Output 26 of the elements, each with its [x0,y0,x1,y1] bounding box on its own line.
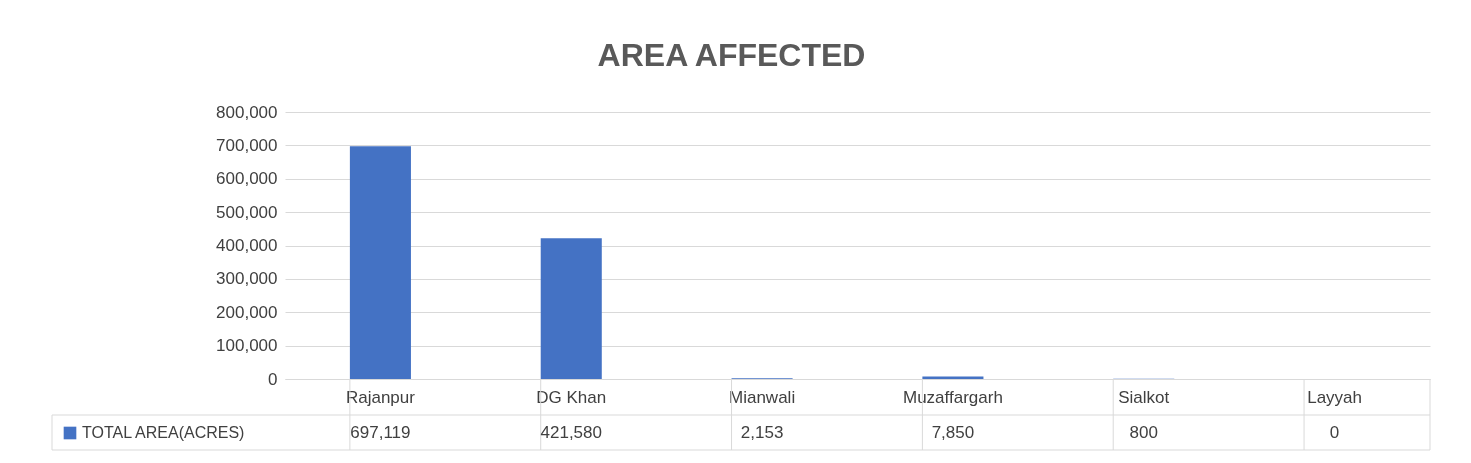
bar [922,376,984,379]
bar [349,146,411,379]
y-tick-label: 700,000 [216,135,278,155]
y-tick-label: 0 [268,369,278,389]
y-tick-label: 200,000 [216,302,278,322]
data-label: 0 [1329,422,1340,442]
data-label: 421,580 [540,422,602,442]
x-tick-label: Layyah [1307,387,1362,407]
y-tick-label: 600,000 [216,169,278,189]
y-tick-label: 500,000 [216,202,278,222]
data-label: 800 [1129,422,1158,442]
y-tick-label: 100,000 [216,336,278,356]
x-tick-label: DG Khan [536,387,607,407]
data-label: 2,153 [740,422,784,442]
y-tick-label: 300,000 [216,269,278,289]
bar [540,238,602,379]
x-tick-label: Sialkot [1118,387,1170,407]
x-tick-label: Mianwali [729,387,796,407]
x-tick-label: Muzaffargarh [902,387,1003,407]
legend-label: TOTAL AREA(ACRES) [82,424,245,441]
chart-title: AREA AFFECTED [597,37,866,73]
y-tick-label: 800,000 [216,102,278,122]
data-label: 697,119 [350,422,411,442]
data-label: 7,850 [931,422,975,442]
y-tick-label: 400,000 [216,236,278,255]
x-tick-label: Rajanpur [345,387,416,407]
